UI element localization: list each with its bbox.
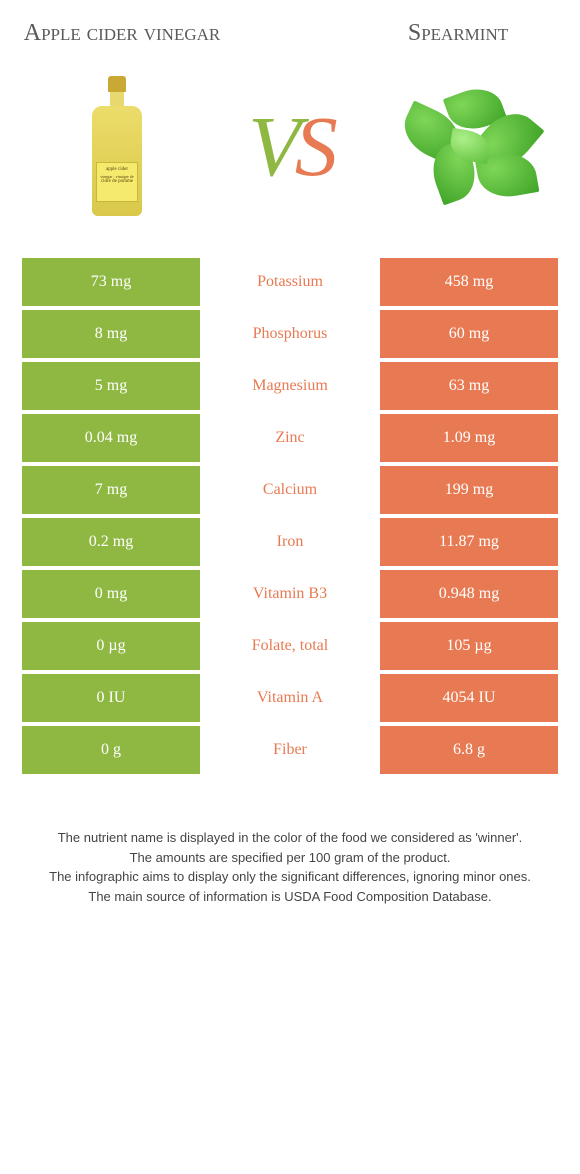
nutrient-name-cell: Iron [200, 518, 380, 566]
right-value-cell: 11.87 mg [380, 518, 558, 566]
right-value-cell: 6.8 g [380, 726, 558, 774]
vs-label: VS [248, 103, 332, 189]
left-value-cell: 0 µg [22, 622, 200, 670]
nutrient-name-cell: Calcium [200, 466, 380, 514]
bottle-label-line1: apple cider [97, 167, 137, 172]
nutrient-name-cell: Potassium [200, 258, 380, 306]
right-value-cell: 105 µg [380, 622, 558, 670]
right-value-cell: 63 mg [380, 362, 558, 410]
left-value-cell: 8 mg [22, 310, 200, 358]
bottle-label-line2: cidre de pomme [97, 179, 137, 184]
left-value-cell: 7 mg [22, 466, 200, 514]
nutrient-name-cell: Zinc [200, 414, 380, 462]
left-value-cell: 0 g [22, 726, 200, 774]
right-value-cell: 199 mg [380, 466, 558, 514]
left-value-cell: 0.2 mg [22, 518, 200, 566]
right-value-cell: 1.09 mg [380, 414, 558, 462]
nutrient-name-cell: Vitamin A [200, 674, 380, 722]
table-row: 0 mgVitamin B30.948 mg [22, 570, 558, 618]
footer-line: The infographic aims to display only the… [32, 867, 548, 887]
table-row: 5 mgMagnesium63 mg [22, 362, 558, 410]
vs-v: V [248, 98, 295, 194]
table-row: 0.04 mgZinc1.09 mg [22, 414, 558, 462]
comparison-table: 73 mgPotassium458 mg8 mgPhosphorus60 mg5… [22, 254, 558, 778]
table-row: 7 mgCalcium199 mg [22, 466, 558, 514]
footer-line: The nutrient name is displayed in the co… [32, 828, 548, 848]
footer-line: The main source of information is USDA F… [32, 887, 548, 907]
left-value-cell: 0 IU [22, 674, 200, 722]
footer-line: The amounts are specified per 100 gram o… [32, 848, 548, 868]
right-value-cell: 60 mg [380, 310, 558, 358]
left-food-image: apple cider vinegar · vinaigre de cidre … [52, 66, 182, 226]
left-value-cell: 0 mg [22, 570, 200, 618]
mint-icon [398, 81, 528, 211]
table-row: 0.2 mgIron11.87 mg [22, 518, 558, 566]
table-row: 8 mgPhosphorus60 mg [22, 310, 558, 358]
table-row: 0 µgFolate, total105 µg [22, 622, 558, 670]
nutrient-name-cell: Phosphorus [200, 310, 380, 358]
hero-row: apple cider vinegar · vinaigre de cidre … [22, 66, 558, 226]
footer-notes: The nutrient name is displayed in the co… [22, 828, 558, 906]
left-value-cell: 73 mg [22, 258, 200, 306]
table-row: 73 mgPotassium458 mg [22, 258, 558, 306]
nutrient-name-cell: Vitamin B3 [200, 570, 380, 618]
table-row: 0 gFiber6.8 g [22, 726, 558, 774]
nutrient-name-cell: Fiber [200, 726, 380, 774]
left-food-title: Apple cider vinegar [22, 20, 222, 46]
nutrient-name-cell: Magnesium [200, 362, 380, 410]
vs-s: S [295, 98, 332, 194]
left-value-cell: 5 mg [22, 362, 200, 410]
right-value-cell: 4054 IU [380, 674, 558, 722]
left-value-cell: 0.04 mg [22, 414, 200, 462]
right-value-cell: 458 mg [380, 258, 558, 306]
header: Apple cider vinegar Spearmint [22, 20, 558, 46]
right-food-title: Spearmint [358, 20, 558, 46]
bottle-icon: apple cider vinegar · vinaigre de cidre … [92, 76, 142, 216]
right-food-image [398, 66, 528, 226]
table-row: 0 IUVitamin A4054 IU [22, 674, 558, 722]
right-value-cell: 0.948 mg [380, 570, 558, 618]
nutrient-name-cell: Folate, total [200, 622, 380, 670]
